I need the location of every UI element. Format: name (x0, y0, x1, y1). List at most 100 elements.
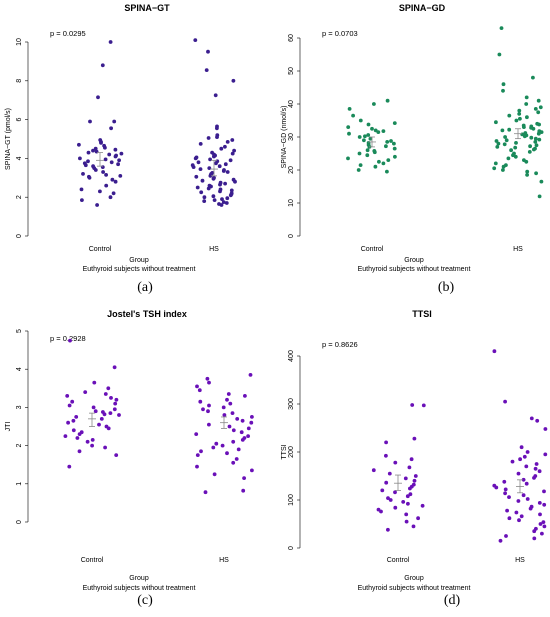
data-point (516, 499, 521, 503)
data-point (502, 479, 507, 484)
data-point (536, 131, 541, 136)
data-point (225, 397, 229, 402)
y-tick-label: 10 (16, 38, 23, 46)
data-point (507, 113, 512, 118)
data-point (542, 489, 546, 494)
data-point (70, 399, 75, 404)
data-point (537, 501, 542, 505)
data-point (492, 166, 497, 171)
data-point (212, 154, 216, 159)
data-point (358, 118, 363, 123)
data-point (75, 436, 80, 440)
y-tick-label: 300 (288, 398, 295, 410)
data-point (118, 174, 123, 178)
data-point (412, 436, 417, 441)
x-axis-label: Group (404, 575, 424, 582)
data-point (111, 191, 116, 196)
data-point (74, 415, 79, 419)
data-point (514, 141, 518, 145)
data-point (67, 464, 72, 469)
data-point (117, 158, 121, 163)
data-point (222, 413, 227, 417)
data-point (88, 119, 92, 124)
data-point (213, 93, 218, 98)
p-value-label: p = 0.2928 (50, 334, 86, 343)
data-point (517, 108, 522, 113)
data-point (206, 186, 211, 191)
data-point (498, 538, 503, 543)
data-point (385, 98, 390, 103)
data-point (532, 536, 537, 541)
data-point (529, 416, 534, 421)
data-point (243, 394, 247, 398)
data-point (358, 163, 363, 168)
data-point (230, 151, 235, 156)
data-point (380, 488, 385, 493)
data-point (536, 98, 541, 103)
data-point (497, 52, 502, 57)
data-point (500, 128, 505, 133)
y-tick-label: 8 (16, 79, 23, 83)
data-point (362, 138, 366, 143)
data-point (533, 140, 538, 144)
data-point (521, 493, 526, 498)
y-tick-label: 400 (288, 350, 295, 362)
data-point (217, 164, 222, 169)
panel-label: (b) (438, 280, 455, 295)
data-point (537, 194, 542, 199)
data-point (99, 417, 104, 421)
data-point (250, 415, 254, 419)
data-point (207, 380, 211, 385)
data-point (211, 176, 216, 181)
data-point (393, 505, 398, 510)
panel-d: TTSI p = 0.8626 0 100 200 300 400 TTSI Control HS… (281, 309, 548, 608)
panel-a: SPINA−GT p = 0.0295 0 2 4 6 8 10 SPINA−GT (pmol/… (5, 3, 237, 295)
data-point (199, 449, 203, 454)
data-point (522, 134, 527, 139)
data-point (386, 496, 390, 500)
data-point (207, 422, 211, 427)
data-point (532, 147, 536, 152)
data-point (195, 384, 199, 389)
data-point (393, 460, 398, 465)
data-point (228, 158, 233, 163)
data-point (521, 477, 526, 482)
p-value-label: p = 0.0295 (50, 29, 86, 38)
data-point (66, 420, 70, 425)
data-point (104, 183, 109, 188)
x-axis-sublabel: Euthyroid subjects without treatment (83, 266, 196, 273)
data-point (346, 156, 350, 161)
data-point (524, 102, 529, 106)
data-point (381, 161, 386, 166)
data-point (101, 170, 105, 174)
data-point (386, 158, 391, 163)
data-point (220, 197, 224, 202)
y-tick-label: 50 (288, 67, 295, 75)
data-point (499, 26, 504, 30)
data-point (528, 144, 532, 149)
data-point (212, 198, 217, 203)
data-point (503, 135, 507, 139)
y-tick-label: 0 (288, 234, 295, 238)
data-point (81, 172, 85, 176)
data-point (413, 474, 418, 478)
data-point (205, 376, 210, 381)
data-point (357, 135, 362, 139)
data-point (538, 512, 542, 517)
data-point (538, 105, 543, 110)
data-point (537, 469, 542, 474)
data-point (351, 113, 355, 118)
data-point (226, 392, 231, 396)
data-point (516, 471, 521, 476)
data-point (346, 125, 351, 129)
data-point (240, 438, 245, 442)
data-point (97, 422, 101, 427)
data-point (504, 138, 509, 143)
y-axis-label: TTSI (281, 444, 288, 459)
data-point (239, 430, 244, 435)
data-point (198, 167, 203, 172)
data-point (214, 441, 219, 446)
data-point (92, 380, 97, 385)
data-point (392, 141, 396, 146)
y-tick-label: 0 (16, 520, 23, 524)
